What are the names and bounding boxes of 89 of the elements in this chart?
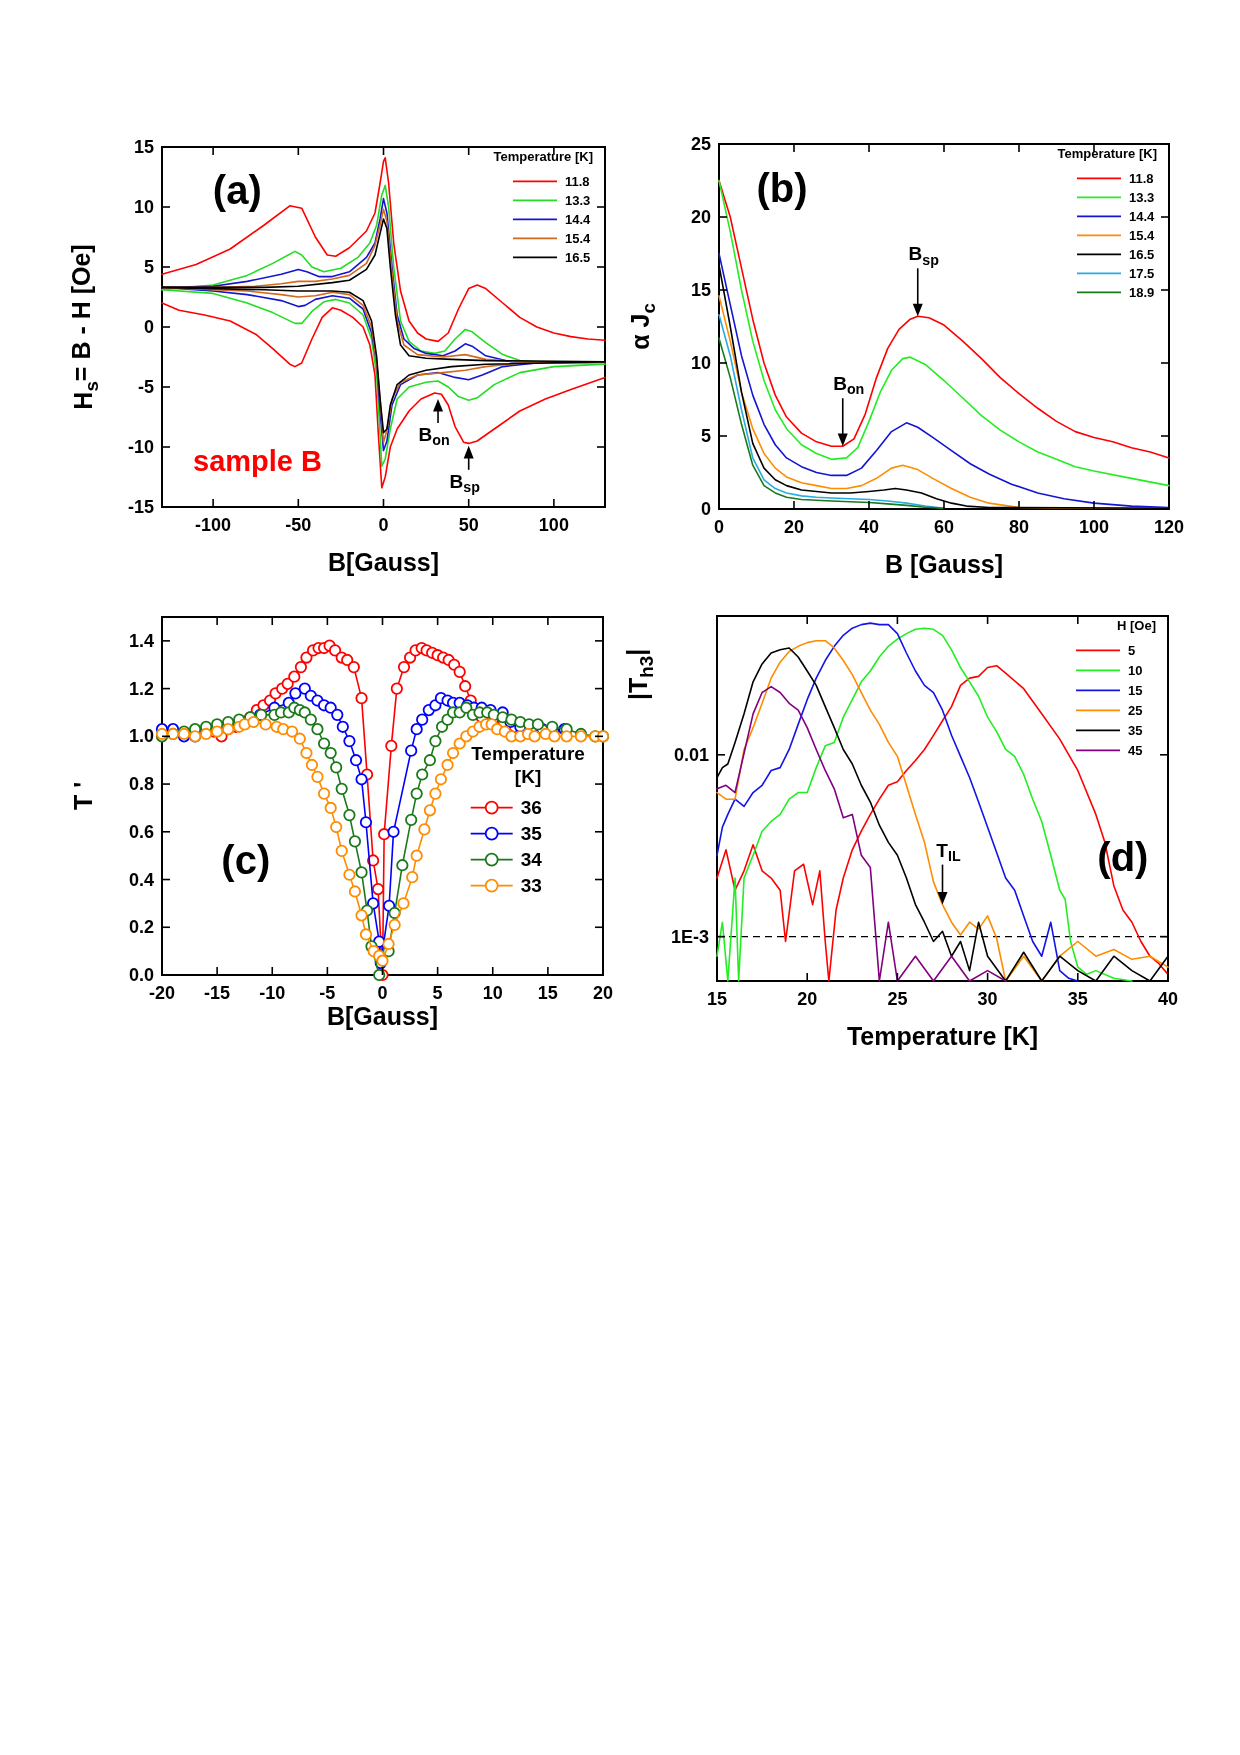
y-tick-label: -5 — [137, 377, 154, 397]
legend-label: 15.4 — [1129, 228, 1156, 243]
x-tick-label: 0 — [378, 515, 389, 535]
text: (a) — [212, 168, 262, 213]
y-tick-label: 0.4 — [128, 869, 154, 890]
x-tick-label: 0 — [377, 983, 388, 1003]
legend-label: 33 — [520, 875, 542, 897]
legend-label: 16.5 — [1129, 247, 1155, 262]
legend-label: 45 — [1128, 743, 1143, 758]
y-axis-title: T ' — [69, 781, 97, 811]
x-axis-title: B[Gauss] — [327, 548, 440, 576]
legend-label: 13.3 — [565, 193, 591, 208]
y-tick-label: 0.6 — [128, 821, 154, 842]
y-tick-label: 0.01 — [673, 744, 709, 765]
annotation: B$_{sp}$ — [449, 470, 481, 496]
legend-title: H [Oe] — [1117, 618, 1156, 633]
x-tick-label: -10 — [259, 983, 286, 1003]
annotation: sample B — [193, 445, 322, 477]
x-tick-label: 50 — [458, 515, 479, 535]
x-tick-label: 30 — [977, 989, 998, 1009]
legend-label: 5 — [1128, 643, 1136, 658]
legend-title: Temperature [K] — [493, 149, 593, 164]
legend-label: 25 — [1128, 703, 1143, 718]
y-tick-label: 1.4 — [128, 630, 154, 651]
y-tick-label: 0 — [700, 499, 711, 519]
y-tick-label: 10 — [690, 353, 711, 373]
x-tick-label: 20 — [592, 983, 614, 1003]
x-tick-label: 5 — [432, 983, 443, 1003]
legend-label: 15.4 — [565, 231, 592, 246]
text: (c) — [221, 838, 271, 883]
x-tick-label: 80 — [1008, 517, 1030, 537]
x-tick-label: 10 — [482, 983, 503, 1003]
legend-label: 14.4 — [565, 212, 592, 227]
legend-label: 11.8 — [1129, 171, 1154, 186]
x-tick-label: 25 — [887, 989, 908, 1009]
x-axis-title: Temperature [K] — [846, 1022, 1039, 1050]
legend-label: 34 — [520, 849, 543, 871]
annotation: B$_{sp}$ — [908, 243, 940, 268]
y-tick-label: 0.8 — [128, 774, 154, 795]
annotation: B$_{on}$ — [833, 373, 865, 398]
legend-title: Temperature [K] — [471, 743, 585, 788]
y-tick-label: 1E-3 — [670, 926, 709, 947]
x-tick-label: -20 — [148, 983, 176, 1003]
legend-label: 18.9 — [1129, 285, 1155, 300]
y-tick-label: 0.2 — [128, 917, 154, 938]
y-tick-label: 5 — [700, 426, 711, 446]
y-tick-label: 1.2 — [128, 678, 154, 699]
y-tick-label: -15 — [127, 497, 154, 517]
y-tick-label: -10 — [127, 437, 154, 457]
annotation: B$_{on}$ — [418, 424, 450, 449]
legend-label: 35 — [520, 823, 543, 845]
x-tick-label: -5 — [319, 983, 336, 1003]
y-tick-label: 0.0 — [128, 965, 154, 985]
y-tick-label: 0 — [143, 317, 154, 337]
x-tick-label: -50 — [285, 515, 312, 535]
x-axis-title: B[Gauss] — [326, 1002, 439, 1030]
legend-label: 17.5 — [1129, 266, 1155, 281]
y-tick-label: 15 — [133, 137, 154, 157]
y-tick-label: 25 — [690, 134, 711, 154]
y-tick-label: 10 — [133, 197, 154, 217]
x-tick-label: 20 — [783, 517, 805, 537]
y-tick-label: 20 — [690, 207, 711, 227]
legend-label: 35 — [1128, 723, 1143, 738]
x-tick-label: 20 — [797, 989, 818, 1009]
legend-label: 36 — [520, 797, 542, 819]
x-tick-label: -100 — [195, 515, 232, 535]
legend-label: 14.4 — [1129, 209, 1156, 224]
legend-label: 15 — [1128, 683, 1143, 698]
x-tick-label: 120 — [1153, 517, 1185, 537]
x-tick-label: 60 — [933, 517, 955, 537]
x-tick-label: 15 — [537, 983, 558, 1003]
legend-label: 16.5 — [565, 250, 591, 265]
y-tick-label: 15 — [690, 280, 711, 300]
x-axis-title: B [Gauss] — [884, 550, 1004, 578]
text: (b) — [756, 165, 808, 210]
x-tick-label: -15 — [204, 983, 231, 1003]
y-tick-label: 5 — [143, 257, 154, 277]
annotation: T$_{IL}$ — [936, 839, 961, 864]
y-tick-label: 1.0 — [128, 726, 154, 747]
legend-title: Temperature [K] — [1057, 146, 1157, 161]
x-tick-label: 100 — [538, 515, 569, 535]
x-tick-label: 0 — [713, 517, 725, 537]
legend-label: 10 — [1128, 663, 1143, 678]
x-tick-label: 40 — [858, 517, 880, 537]
x-tick-label: 40 — [1157, 989, 1179, 1009]
x-tick-label: 35 — [1067, 989, 1088, 1009]
x-tick-label: 100 — [1078, 517, 1110, 537]
legend-label: 11.8 — [565, 174, 590, 189]
legend-label: 13.3 — [1129, 190, 1155, 205]
